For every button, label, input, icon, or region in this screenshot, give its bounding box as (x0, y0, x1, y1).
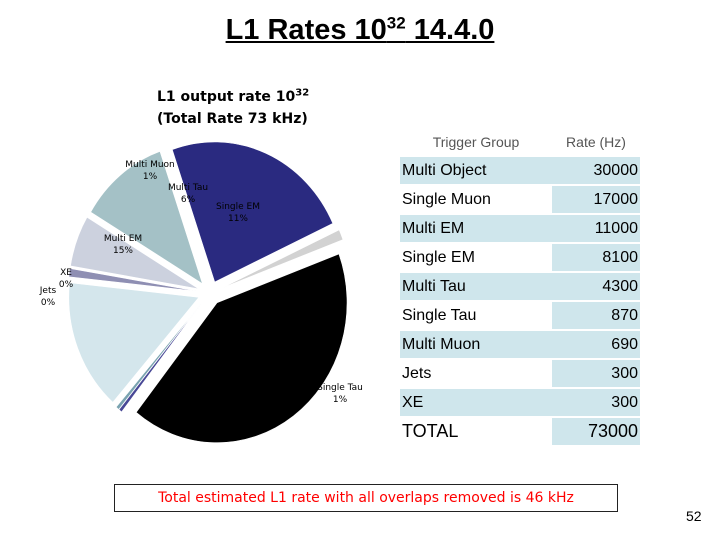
pie-label-multi-tau: Multi Tau 6% (168, 183, 208, 205)
row-rate: 300 (552, 360, 640, 387)
pie-labels: Multi Muon 1%Multi Tau 6% Single EM 11% Singl… (39, 160, 363, 405)
header-rate: Rate (Hz) (552, 129, 640, 155)
pie-slices (68, 141, 348, 443)
pie-slice-single-muon (171, 141, 334, 283)
total-rate: 73000 (552, 418, 640, 445)
row-rate: 11000 (552, 215, 640, 242)
pie-slice-multi-tau (70, 216, 199, 290)
page-number: 52 (686, 508, 702, 524)
chart-title: L1 output rate 1032 (Total Rate 73 kHz) (157, 86, 309, 130)
row-name: Single EM (400, 244, 552, 271)
pie-slice-multi-muon (68, 268, 199, 292)
pie-label-single-muon: Single Muon 23% (283, 280, 338, 302)
row-rate: 8100 (552, 244, 640, 271)
row-name: Multi Object (400, 157, 552, 184)
pie-label-jets: Jets 0% (39, 286, 57, 308)
row-rate: 30000 (552, 157, 640, 184)
header-trigger-group: Trigger Group (400, 129, 552, 155)
row-name: Multi Tau (400, 273, 552, 300)
pie-slice-multi-object (135, 253, 348, 443)
chart-title-exponent: 32 (295, 87, 310, 99)
row-name: Single Tau (400, 302, 552, 329)
pie-label-multi-em: Multi EM 15% (104, 234, 142, 256)
pie-chart: Multi Muon 1%Multi Tau 6% Single EM 11% Singl… (39, 141, 363, 443)
pie-label-xe: XE 0% (59, 268, 74, 290)
table-row: Multi Object 30000 (400, 157, 640, 184)
pie-label-multi-muon: Multi Muon 1% (125, 160, 175, 182)
table-row: XE 300 (400, 389, 640, 416)
row-rate: 870 (552, 302, 640, 329)
pie-slice-single-em (90, 150, 203, 285)
pie-slice-jets (118, 302, 203, 413)
row-name: Multi Muon (400, 331, 552, 358)
row-rate: 300 (552, 389, 640, 416)
chart-title-line2: (Total Rate 73 kHz) (157, 111, 308, 127)
table-row: Single Muon 17000 (400, 186, 640, 213)
row-name: Multi EM (400, 215, 552, 242)
row-name: Jets (400, 360, 552, 387)
table-row: Single Tau 870 (400, 302, 640, 329)
row-rate: 17000 (552, 186, 640, 213)
row-rate: 4300 (552, 273, 640, 300)
slide-title-text: L1 Rates 10 (225, 14, 387, 46)
pie-slice-xe (115, 301, 203, 410)
slide-title-suffix: 14.4.0 (405, 14, 495, 46)
slide-title: L1 Rates 1032 14.4.0 (0, 14, 720, 47)
pie-slice-single-tau (220, 229, 344, 289)
row-name: XE (400, 389, 552, 416)
table-row: Multi Tau 4300 (400, 273, 640, 300)
pie-slice-multi-em (68, 282, 200, 403)
rates-table: Trigger Group Rate (Hz) Multi Object 3000… (400, 127, 640, 447)
total-name: TOTAL (400, 418, 552, 445)
table-row: Multi EM 11000 (400, 215, 640, 242)
pie-label-single-em: Single EM 11% (216, 202, 260, 224)
row-rate: 690 (552, 331, 640, 358)
chart-title-line1: L1 output rate 1032 (157, 87, 310, 105)
table-row: Jets 300 (400, 360, 640, 387)
table-row: Single EM 8100 (400, 244, 640, 271)
footnote: Total estimated L1 rate with all overlap… (114, 484, 618, 512)
row-name: Single Muon (400, 186, 552, 213)
pie-label-single-tau: Single Tau 1% (317, 383, 363, 405)
rates-table-header: Trigger Group Rate (Hz) (400, 129, 640, 155)
table-row: Multi Muon 690 (400, 331, 640, 358)
slide-title-exponent: 32 (386, 13, 406, 33)
total-row: TOTAL 73000 (400, 418, 640, 445)
